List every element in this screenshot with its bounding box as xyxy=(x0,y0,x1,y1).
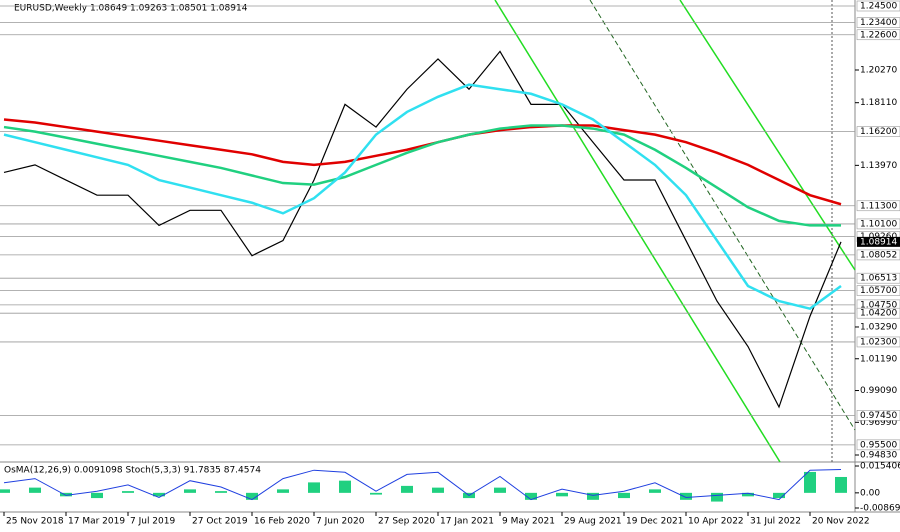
osma-bar xyxy=(649,489,661,493)
x-tick-label: 9 May 2021 xyxy=(502,517,555,527)
level-box xyxy=(856,218,900,230)
level-label: 0.97450 xyxy=(860,411,897,421)
osma-bar xyxy=(215,491,227,493)
osma-bar xyxy=(60,492,72,497)
osma-bar xyxy=(401,485,413,493)
indicator-title: OsMA(12,26,9) 0.0091098 Stoch(5,3,3) 91.… xyxy=(4,466,261,476)
y-tick-label: 0.0154064 xyxy=(860,462,900,472)
level-box xyxy=(856,307,900,319)
y-tick-label: 0.00 xyxy=(860,488,880,498)
x-tick-label: 29 Aug 2021 xyxy=(564,517,622,527)
level-box xyxy=(856,126,900,137)
x-tick-label: 7 Jun 2020 xyxy=(316,517,365,527)
osma-bar xyxy=(432,487,444,493)
level-box xyxy=(856,0,900,12)
y-tick-label: 1.13970 xyxy=(860,161,897,171)
osma-bar xyxy=(618,492,630,499)
x-tick-label: 31 Jul 2022 xyxy=(750,517,801,527)
y-tick-label: 0.99090 xyxy=(860,386,897,396)
osma-bar xyxy=(835,476,847,493)
level-label: 1.02300 xyxy=(860,337,897,347)
y-tick-label: 0.96990 xyxy=(860,418,897,428)
series-line xyxy=(3,124,841,227)
osma-bar xyxy=(246,492,258,500)
level-box xyxy=(856,439,900,451)
level-label: 1.05700 xyxy=(860,286,897,296)
osma-bar xyxy=(91,492,103,499)
y-tick-label: -0.008692 xyxy=(860,504,900,514)
level-box xyxy=(856,200,900,212)
chart-title: EURUSD,Weekly 1.08649 1.09263 1.08501 1.… xyxy=(14,4,248,14)
osma-bar xyxy=(556,492,568,497)
level-box xyxy=(856,249,900,261)
series-line xyxy=(3,468,842,501)
osma-bar xyxy=(184,489,196,493)
osma-bar xyxy=(804,471,816,493)
osma-bar xyxy=(742,492,754,497)
x-tick-label: 10 Apr 2022 xyxy=(688,517,744,527)
y-tick-label: 0.94830 xyxy=(860,451,897,461)
last-price-box xyxy=(857,236,900,247)
last-price-label: 1.08914 xyxy=(860,237,897,247)
x-tick-label: 17 Mar 2019 xyxy=(68,517,125,527)
level-box xyxy=(856,29,900,41)
level-label: 0.95500 xyxy=(860,440,897,450)
x-tick-label: 20 Nov 2022 xyxy=(812,517,870,527)
osma-bar xyxy=(494,487,506,493)
x-tick-label: 16 Feb 2020 xyxy=(254,517,310,527)
osma-bar xyxy=(525,492,537,500)
osma-bar xyxy=(308,482,320,493)
level-label: 1.08052 xyxy=(860,250,897,260)
x-tick-label: 17 Jan 2021 xyxy=(440,517,494,527)
osma-bar xyxy=(711,492,723,502)
level-label: 1.04750 xyxy=(860,300,897,310)
x-tick-label: 27 Oct 2019 xyxy=(192,517,248,527)
osma-bar xyxy=(339,480,351,493)
x-tick-label: 7 Jul 2019 xyxy=(130,517,175,527)
series-line xyxy=(3,50,842,409)
level-label: 1.11300 xyxy=(860,201,897,211)
osma-bar xyxy=(29,487,41,493)
osma-bar xyxy=(680,492,692,500)
level-label: 1.22600 xyxy=(860,30,897,40)
y-tick-label: 1.01190 xyxy=(860,354,897,364)
osma-bar xyxy=(277,489,289,493)
level-label: 1.06513 xyxy=(860,274,897,284)
level-box xyxy=(856,17,900,28)
y-tick-label: 1.18110 xyxy=(860,98,897,108)
osma-bar xyxy=(587,492,599,500)
x-tick-label: 27 Sep 2020 xyxy=(378,517,435,527)
series-line xyxy=(3,83,842,311)
trend-channel xyxy=(494,0,781,463)
y-tick-label: 1.03290 xyxy=(860,322,897,332)
osma-bar xyxy=(0,489,10,493)
level-label: 1.04200 xyxy=(860,309,897,319)
osma-bar xyxy=(370,492,382,495)
level-box xyxy=(856,285,900,296)
level-label: 1.24500 xyxy=(860,2,897,12)
level-box xyxy=(856,336,900,348)
x-tick-label: 25 Nov 2018 xyxy=(6,517,64,527)
y-tick-label: 1.20270 xyxy=(860,66,897,76)
trend-channel xyxy=(589,0,856,431)
level-label: 1.16200 xyxy=(860,127,897,137)
osma-bar xyxy=(153,492,165,497)
level-label: 1.23400 xyxy=(860,18,897,28)
level-box xyxy=(856,272,900,284)
x-tick-label: 19 Dec 2021 xyxy=(626,517,684,527)
series-line xyxy=(3,118,842,206)
level-label: 1.10100 xyxy=(860,219,897,229)
osma-bar xyxy=(122,491,134,493)
level-box xyxy=(856,410,900,421)
osma-bar xyxy=(773,492,785,499)
